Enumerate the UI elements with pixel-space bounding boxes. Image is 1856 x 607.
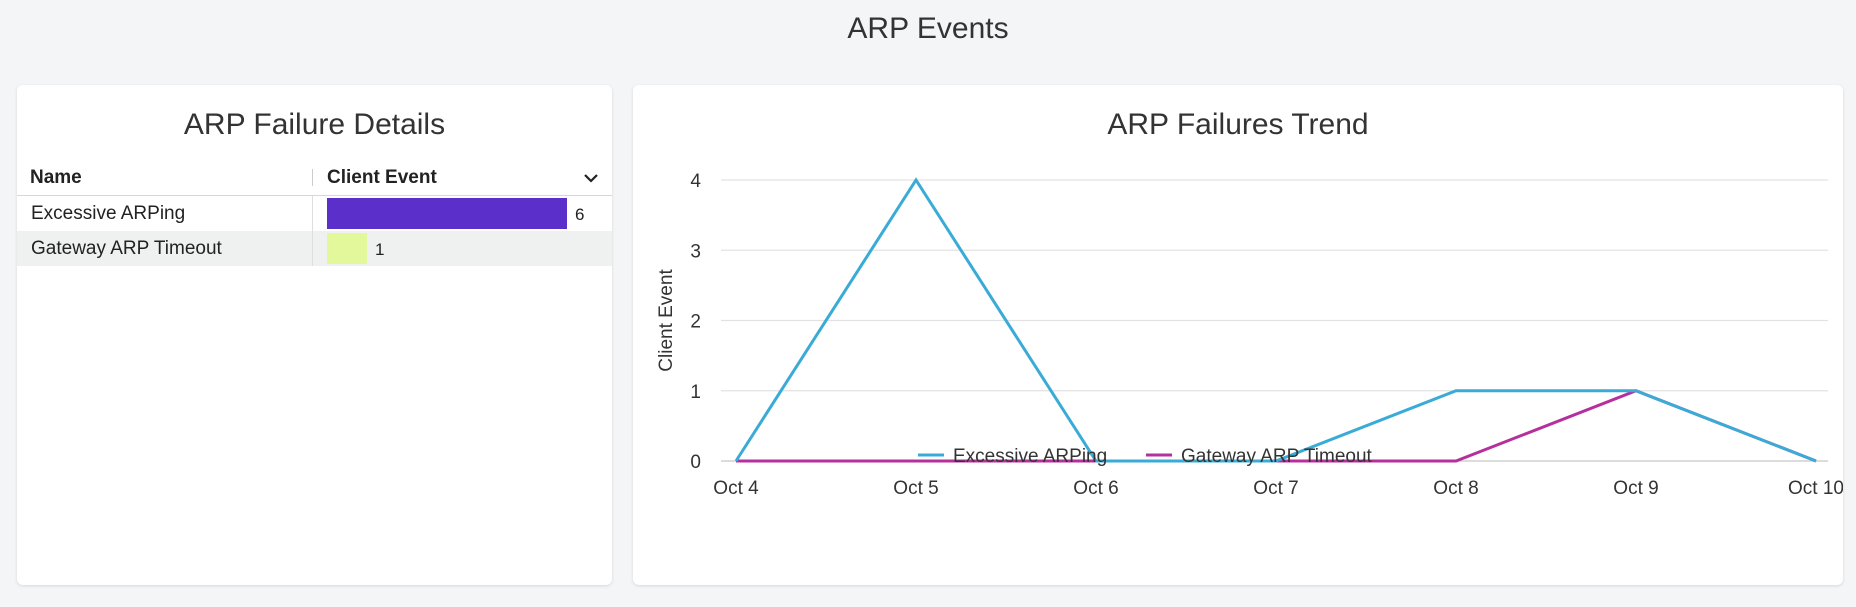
x-tick-label: Oct 6 <box>1073 478 1118 499</box>
trend-title: ARP Failures Trend <box>1107 108 1369 141</box>
series-line <box>734 177 1817 463</box>
legend-label: Excessive ARPing <box>953 446 1107 467</box>
y-tick-label: 2 <box>690 312 701 333</box>
column-divider <box>312 196 313 231</box>
chevron-down-icon[interactable] <box>583 171 599 185</box>
column-divider <box>312 231 313 266</box>
x-tick-label: Oct 5 <box>893 478 938 499</box>
arp-failures-trend-panel: ARP Failures Trend 0 1 2 3 4 Oct 4 Oct 5 Oct 6 O… <box>633 85 1843 585</box>
table-header: Name Client Event <box>17 160 612 196</box>
x-tick-label: Oct 10 <box>1788 478 1843 499</box>
column-header-name[interactable]: Name <box>30 167 82 188</box>
details-title: ARP Failure Details <box>183 108 446 141</box>
y-tick-label: 3 <box>690 241 701 262</box>
row-name: Gateway ARP Timeout <box>31 238 222 259</box>
y-axis-label: Client Event <box>656 269 677 372</box>
x-tick-label: Oct 9 <box>1613 478 1658 499</box>
legend-label: Gateway ARP Timeout <box>1181 446 1373 467</box>
y-tick-label: 0 <box>690 452 701 473</box>
client-event-bar <box>327 233 367 264</box>
x-tick-label: Oct 7 <box>1253 478 1298 499</box>
row-name: Excessive ARPing <box>31 203 186 224</box>
client-event-value: 1 <box>375 240 385 259</box>
client-event-bar <box>327 198 567 229</box>
arp-failure-details-panel: ARP Failure Details Name Client Event Ex… <box>17 85 612 585</box>
y-tick-label: 4 <box>690 171 701 192</box>
column-divider[interactable] <box>312 169 313 186</box>
client-event-value: 6 <box>575 205 585 224</box>
table-row[interactable]: Gateway ARP Timeout 1 <box>17 231 612 266</box>
column-header-client-event[interactable]: Client Event <box>327 167 437 188</box>
page-title: ARP Events <box>847 12 1009 45</box>
trend-line-chart: 0 1 2 3 4 Oct 4 Oct 5 Oct 6 Oct 7 Oct 8 Oct 9 Oct 1… <box>656 171 1843 499</box>
y-tick-label: 1 <box>690 382 701 403</box>
table-row[interactable]: Excessive ARPing 6 <box>17 196 612 231</box>
x-tick-label: Oct 4 <box>713 478 759 499</box>
x-tick-label: Oct 8 <box>1433 478 1478 499</box>
